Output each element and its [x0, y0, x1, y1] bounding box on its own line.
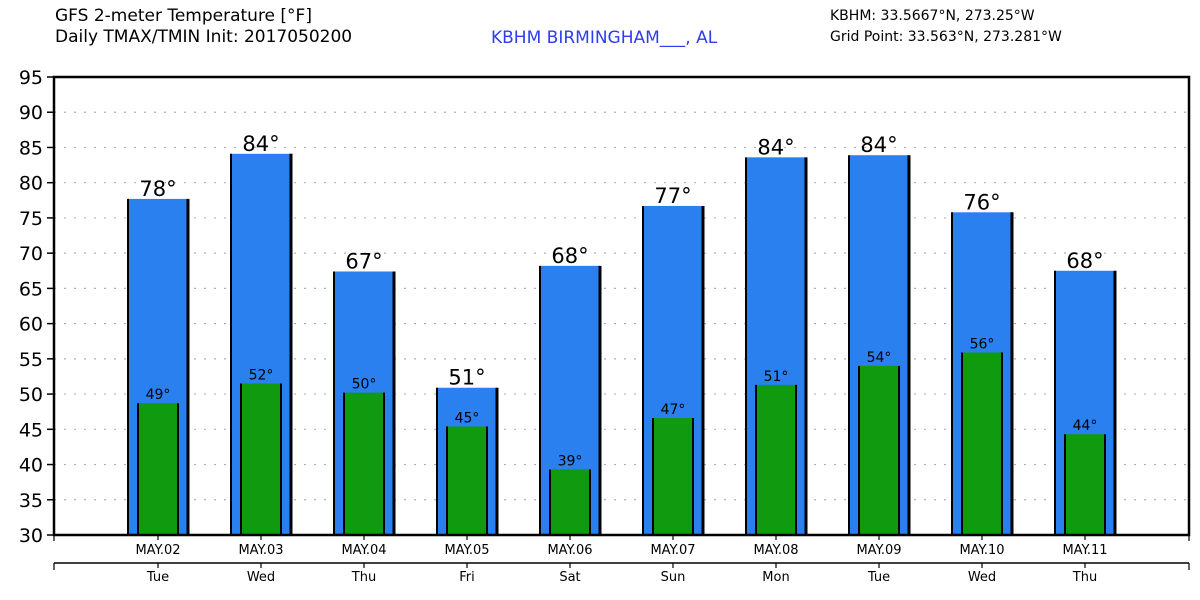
tmin-value-label: 56° [970, 337, 995, 353]
x-weekday-label: Sun [661, 570, 686, 585]
tmin-value-label: 50° [352, 377, 377, 393]
y-tick-label: 95 [19, 67, 43, 89]
tmax-value-label: 67° [345, 249, 382, 273]
tmin-bar [653, 418, 693, 535]
tmin-value-label: 52° [249, 368, 274, 384]
tmin-value-label: 49° [146, 387, 171, 403]
label-layer: 78° 49° 84° 52° 67° 50° 51° 45° 68° 39° 77° 47° 84° 5… [139, 132, 1103, 470]
axis-layer: 30 35 40 45 50 55 60 65 70 75 80 85 90 95 MAY.02 Tue MAY… [19, 67, 1191, 585]
y-tick-label: 55 [19, 349, 43, 371]
tmax-value-label: 51° [448, 366, 485, 390]
station-name: KBHM BIRMINGHAM___, AL [491, 28, 718, 48]
tmax-value-label: 84° [242, 132, 279, 156]
tmax-value-label: 68° [1066, 249, 1103, 273]
x-date-label: MAY.09 [856, 543, 901, 558]
bar-layer [127, 153, 1117, 536]
y-tick-label: 90 [19, 102, 43, 124]
tmin-bar [344, 392, 384, 535]
tmin-bar [447, 426, 487, 535]
x-weekday-label: Sat [559, 570, 580, 585]
x-weekday-label: Mon [762, 570, 789, 585]
x-weekday-label: Tue [146, 570, 169, 585]
tmin-bar [241, 383, 281, 535]
y-tick-label: 30 [19, 525, 43, 547]
tmin-bar [550, 469, 590, 535]
tmin-bar [859, 365, 899, 535]
x-weekday-label: Thu [351, 570, 376, 585]
x-date-label: MAY.03 [238, 543, 283, 558]
tmin-value-label: 45° [455, 410, 480, 426]
x-date-label: MAY.11 [1062, 543, 1107, 558]
y-tick-label: 40 [19, 455, 43, 477]
y-tick-label: 85 [19, 137, 43, 159]
tmax-value-label: 76° [963, 190, 1000, 214]
tmin-bar [756, 384, 796, 535]
x-date-label: MAY.10 [959, 543, 1004, 558]
x-date-label: MAY.05 [444, 543, 489, 558]
y-tick-label: 70 [19, 243, 43, 265]
chart-subtitle: Daily TMAX/TMIN Init: 2017050200 [55, 27, 353, 47]
x-weekday-label: Wed [247, 570, 275, 585]
tmin-bar [138, 403, 178, 535]
x-date-label: MAY.04 [341, 543, 386, 558]
y-tick-label: 65 [19, 278, 43, 300]
plot-frame [52, 75, 1191, 537]
tmin-bar [1065, 434, 1105, 535]
tmax-value-label: 77° [654, 184, 691, 208]
tmin-value-label: 44° [1073, 418, 1098, 434]
tmax-value-label: 78° [139, 177, 176, 201]
y-tick-label: 50 [19, 384, 43, 406]
y-tick-label: 60 [19, 314, 43, 336]
x-date-label: MAY.06 [547, 543, 592, 558]
tmax-value-label: 84° [757, 135, 794, 159]
x-date-label: MAY.07 [650, 543, 695, 558]
tmin-value-label: 47° [661, 402, 686, 418]
x-weekday-label: Wed [968, 570, 996, 585]
tmin-value-label: 39° [558, 453, 583, 469]
y-tick-label: 35 [19, 490, 43, 512]
y-tick-label: 45 [19, 419, 43, 441]
y-tick-label: 80 [19, 173, 43, 195]
x-date-label: MAY.02 [135, 543, 180, 558]
x-weekday-label: Fri [459, 570, 475, 585]
chart-title: GFS 2-meter Temperature [°F] [55, 6, 312, 26]
tmin-value-label: 51° [764, 369, 789, 385]
grid-point-coordinates: Grid Point: 33.563°N, 273.281°W [830, 29, 1062, 45]
y-tick-label: 75 [19, 208, 43, 230]
x-weekday-label: Tue [867, 570, 890, 585]
grid-layer [54, 111, 1189, 501]
tmin-value-label: 54° [867, 350, 892, 366]
station-coordinates: KBHM: 33.5667°N, 273.25°W [830, 8, 1035, 24]
tmax-value-label: 68° [551, 244, 588, 268]
x-date-label: MAY.08 [753, 543, 798, 558]
tmax-value-label: 84° [860, 133, 897, 157]
tmin-bar [962, 352, 1002, 535]
x-weekday-label: Thu [1072, 570, 1097, 585]
